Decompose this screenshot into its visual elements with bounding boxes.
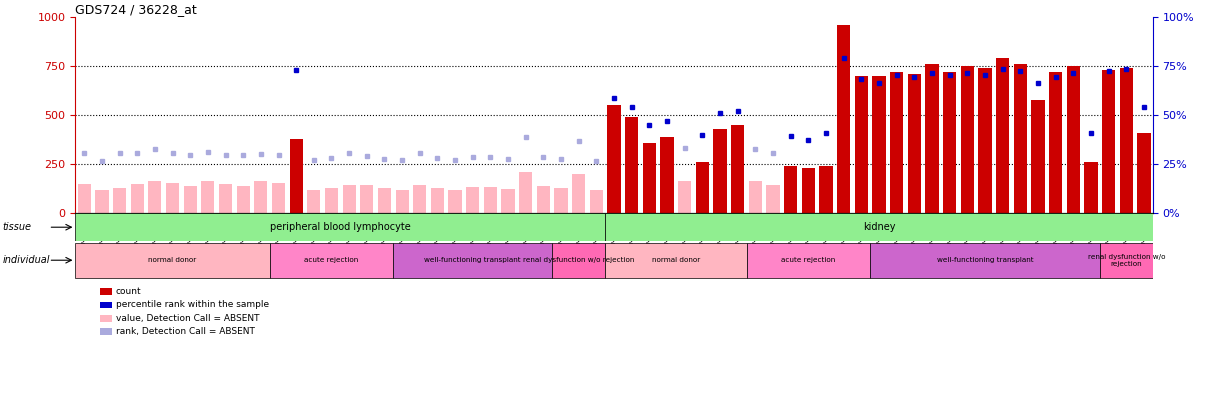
- Text: peripheral blood lymphocyte: peripheral blood lymphocyte: [270, 222, 411, 232]
- Bar: [113, 188, 126, 213]
- Bar: [731, 125, 744, 213]
- Bar: [749, 181, 762, 213]
- Bar: [165, 183, 179, 213]
- Bar: [1066, 66, 1080, 213]
- Bar: [449, 190, 462, 213]
- Bar: [1102, 70, 1115, 213]
- Bar: [872, 76, 885, 213]
- Bar: [1014, 64, 1028, 213]
- Bar: [837, 25, 850, 213]
- Bar: [552, 243, 606, 277]
- Bar: [979, 68, 991, 213]
- Bar: [801, 168, 815, 213]
- Bar: [590, 190, 603, 213]
- Bar: [1049, 72, 1063, 213]
- Bar: [325, 188, 338, 213]
- Bar: [608, 105, 620, 213]
- Text: tissue: tissue: [2, 222, 32, 232]
- Bar: [237, 186, 249, 213]
- Bar: [766, 185, 779, 213]
- Bar: [519, 172, 533, 213]
- Bar: [890, 72, 903, 213]
- Bar: [184, 186, 197, 213]
- Bar: [907, 74, 921, 213]
- Bar: [75, 243, 270, 277]
- Text: individual: individual: [2, 255, 50, 265]
- Bar: [393, 243, 552, 277]
- Text: count: count: [116, 287, 141, 296]
- Text: renal dysfunction w/o rejection: renal dysfunction w/o rejection: [523, 257, 635, 263]
- Bar: [484, 187, 497, 213]
- Bar: [343, 185, 356, 213]
- Bar: [643, 143, 655, 213]
- Bar: [501, 189, 514, 213]
- Bar: [784, 166, 798, 213]
- Bar: [201, 181, 214, 213]
- Bar: [871, 243, 1099, 277]
- Text: normal donor: normal donor: [652, 257, 700, 263]
- Text: acute rejection: acute rejection: [781, 257, 835, 263]
- Bar: [996, 58, 1009, 213]
- Bar: [1137, 133, 1150, 213]
- Bar: [855, 76, 868, 213]
- Bar: [820, 166, 833, 213]
- Bar: [944, 72, 956, 213]
- Bar: [696, 162, 709, 213]
- Text: GDS724 / 36228_at: GDS724 / 36228_at: [75, 3, 197, 16]
- Bar: [308, 190, 321, 213]
- Bar: [289, 139, 303, 213]
- Bar: [78, 184, 91, 213]
- Text: well-functioning transplant: well-functioning transplant: [936, 257, 1034, 263]
- Bar: [378, 188, 392, 213]
- Bar: [95, 190, 108, 213]
- Bar: [606, 213, 1153, 241]
- Bar: [660, 137, 674, 213]
- Bar: [219, 184, 232, 213]
- Bar: [430, 188, 444, 213]
- Text: percentile rank within the sample: percentile rank within the sample: [116, 301, 269, 309]
- Bar: [961, 66, 974, 213]
- Bar: [466, 187, 479, 213]
- Text: kidney: kidney: [863, 222, 895, 232]
- Bar: [714, 129, 727, 213]
- Bar: [130, 184, 143, 213]
- Bar: [1120, 68, 1133, 213]
- Bar: [1099, 243, 1153, 277]
- Bar: [554, 188, 568, 213]
- Bar: [573, 174, 585, 213]
- Bar: [625, 117, 638, 213]
- Bar: [1031, 100, 1045, 213]
- Text: well-functioning transplant: well-functioning transplant: [424, 257, 522, 263]
- Text: acute rejection: acute rejection: [304, 257, 359, 263]
- Bar: [413, 185, 427, 213]
- Bar: [606, 243, 747, 277]
- Bar: [395, 190, 409, 213]
- Bar: [679, 181, 692, 213]
- Bar: [270, 243, 393, 277]
- Bar: [272, 183, 285, 213]
- Bar: [254, 181, 268, 213]
- Bar: [148, 181, 162, 213]
- Text: renal dysfunction w/o
rejection: renal dysfunction w/o rejection: [1087, 254, 1165, 267]
- Bar: [536, 186, 550, 213]
- Bar: [1085, 162, 1098, 213]
- Bar: [360, 185, 373, 213]
- Bar: [925, 64, 939, 213]
- Text: value, Detection Call = ABSENT: value, Detection Call = ABSENT: [116, 314, 259, 323]
- Text: normal donor: normal donor: [148, 257, 197, 263]
- Bar: [75, 213, 606, 241]
- Text: rank, Detection Call = ABSENT: rank, Detection Call = ABSENT: [116, 327, 254, 336]
- Bar: [747, 243, 871, 277]
